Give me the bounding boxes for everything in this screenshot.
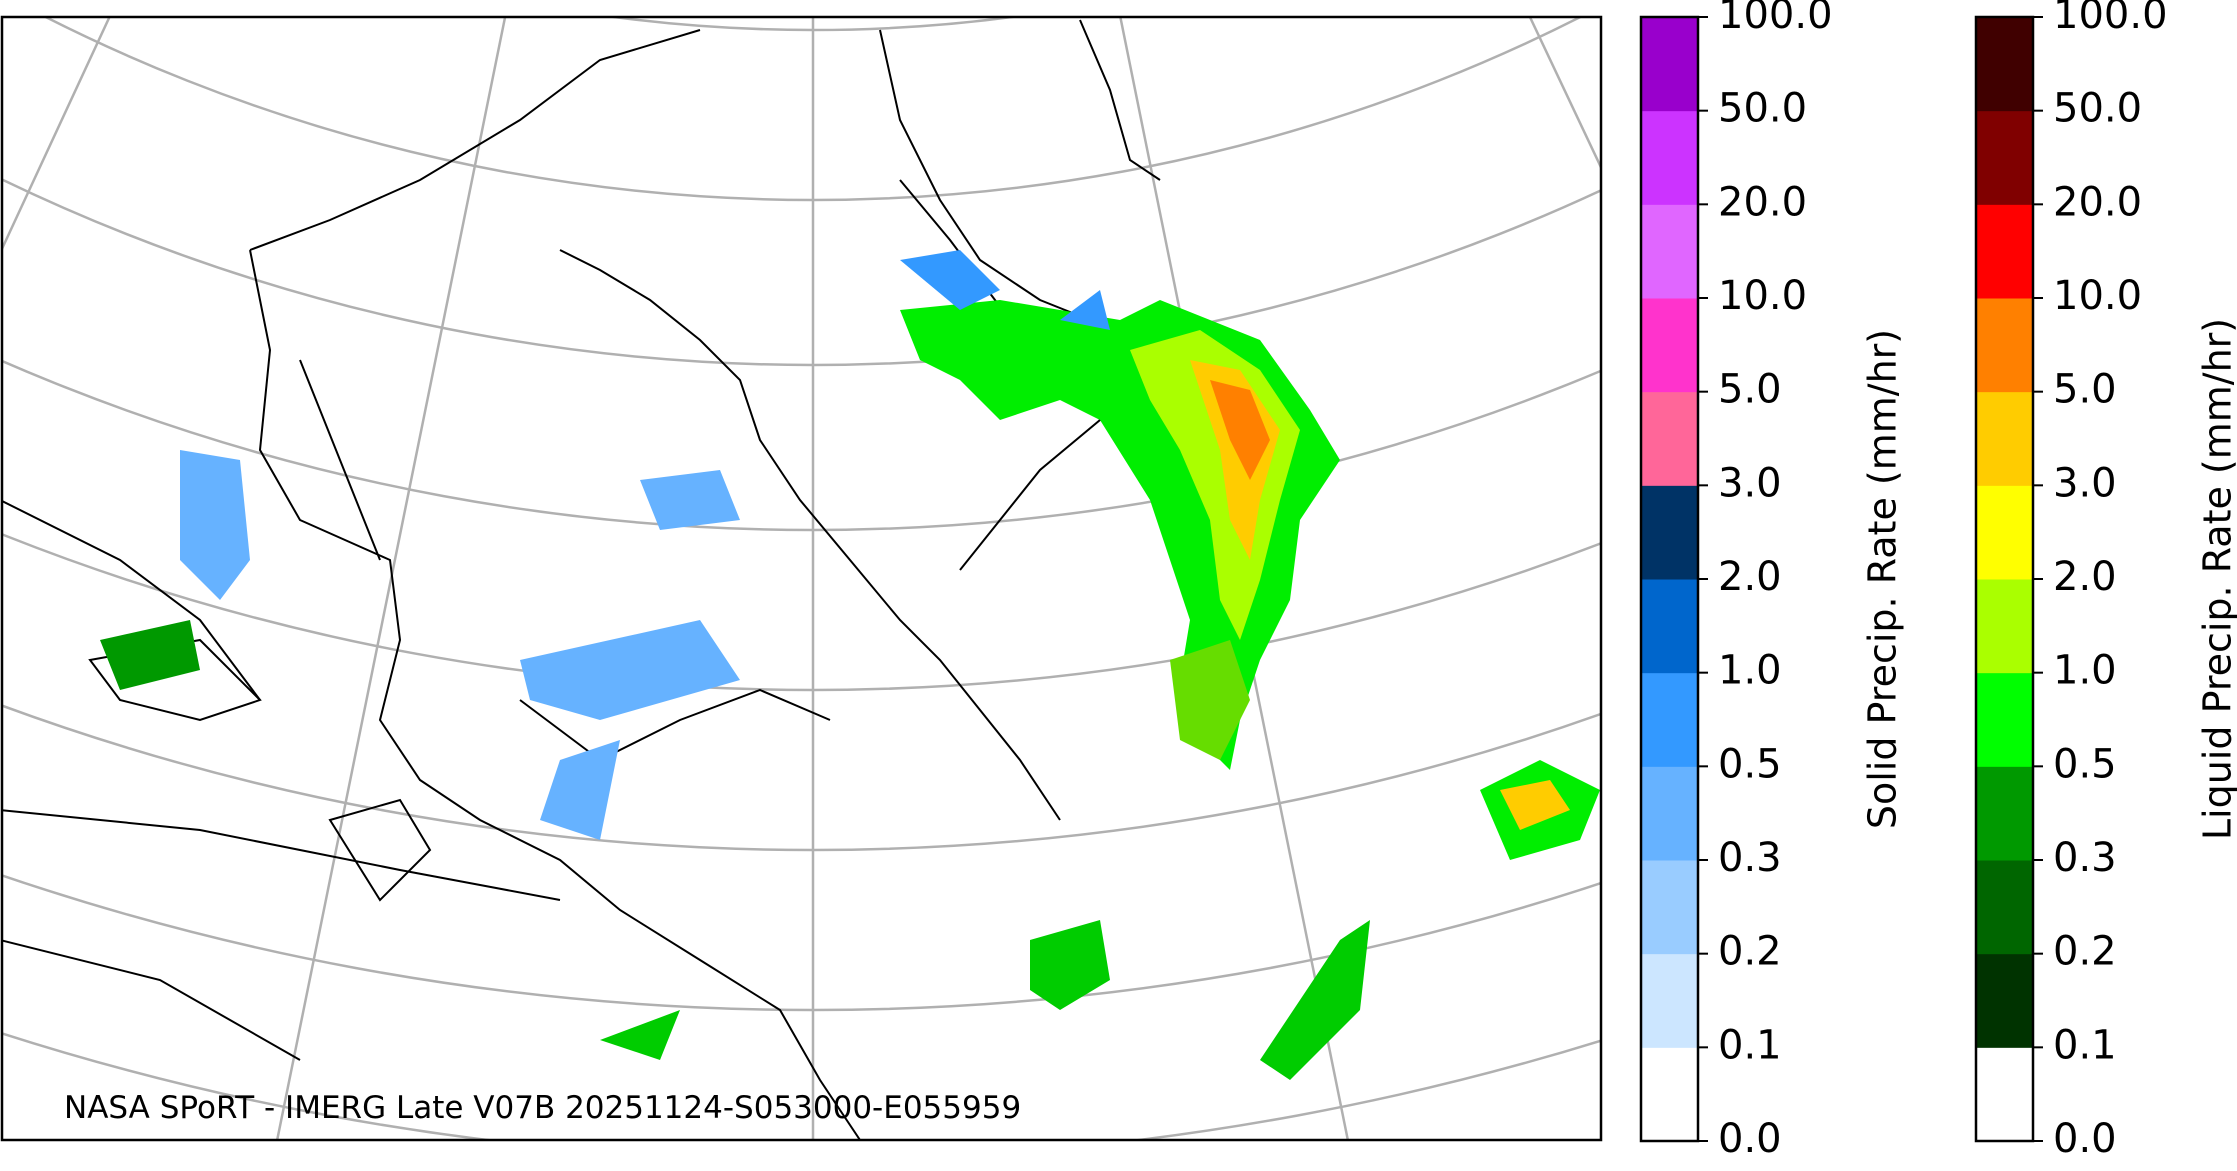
colorbar-tick-label: 3.0 — [1718, 460, 1782, 506]
colorbar-bin — [1641, 111, 1698, 205]
colorbar-tick-label: 0.3 — [2053, 835, 2117, 881]
colorbar-tick-label: 100.0 — [2053, 0, 2168, 38]
colorbar-tick-label: 1.0 — [1718, 648, 1782, 694]
colorbar-bin — [1976, 392, 2033, 486]
colorbar-bin — [1976, 17, 2033, 111]
colorbar-tick-label: 50.0 — [2053, 86, 2142, 132]
colorbar-tick-label: 3.0 — [2053, 460, 2117, 506]
colorbar-bin — [1641, 17, 1698, 111]
colorbar-bin — [1641, 392, 1698, 486]
colorbar-bin — [1641, 204, 1698, 298]
colorbar-tick-label: 0.0 — [1718, 1116, 1782, 1162]
credit: NASA SPoRT - IMERG Late V07B 20251124-S0… — [64, 1090, 1021, 1126]
colorbar-bin — [1641, 954, 1698, 1048]
colorbar-tick-label: 2.0 — [1718, 554, 1782, 600]
colorbar-bin — [1641, 673, 1698, 767]
colorbar-tick-label: 0.5 — [1718, 741, 1782, 787]
colorbar-tick-label: 50.0 — [1718, 86, 1807, 132]
colorbar-bin — [1976, 485, 2033, 579]
colorbar-bin — [1976, 204, 2033, 298]
colorbar-bin — [1641, 1047, 1698, 1141]
colorbar-bin — [1976, 579, 2033, 673]
colorbar-bin — [1976, 860, 2033, 954]
colorbar-bin — [1641, 485, 1698, 579]
colorbar-tick-label: 0.2 — [1718, 929, 1782, 975]
colorbar-tick-label: 10.0 — [1718, 273, 1807, 319]
colorbar-bin — [1976, 111, 2033, 205]
colorbar-tick-label: 10.0 — [2053, 273, 2142, 319]
colorbar-tick-label: 100.0 — [1718, 0, 1833, 38]
colorbar-tick-label: 20.0 — [1718, 179, 1807, 225]
colorbar-bin — [1641, 860, 1698, 954]
colorbar-bin — [1976, 298, 2033, 392]
colorbar-bin — [1976, 766, 2033, 860]
colorbar-bin — [1641, 298, 1698, 392]
colorbar-tick-label: 0.3 — [1718, 835, 1782, 881]
colorbar-tick-label: 1.0 — [2053, 648, 2117, 694]
colorbar-tick-label: 0.1 — [1718, 1022, 1782, 1068]
colorbar-bin — [1641, 579, 1698, 673]
colorbar-label: Liquid Precip. Rate (mm/hr) — [2196, 318, 2237, 840]
colorbar-tick-label: 5.0 — [2053, 367, 2117, 413]
colorbar-tick-label: 0.2 — [2053, 929, 2117, 975]
colorbar-label: Solid Precip. Rate (mm/hr) — [1861, 329, 1905, 829]
colorbar-tick-label: 0.0 — [2053, 1116, 2117, 1162]
colorbar-tick-label: 0.1 — [2053, 1022, 2117, 1068]
colorbar-tick-label: 20.0 — [2053, 179, 2142, 225]
colorbar-bin — [1976, 954, 2033, 1048]
colorbar-tick-label: 0.5 — [2053, 741, 2117, 787]
colorbar-bin — [1641, 766, 1698, 860]
colorbar-bin — [1976, 673, 2033, 767]
colorbar-bin — [1976, 1047, 2033, 1141]
colorbar-tick-label: 5.0 — [1718, 367, 1782, 413]
colorbar-tick-label: 2.0 — [2053, 554, 2117, 600]
